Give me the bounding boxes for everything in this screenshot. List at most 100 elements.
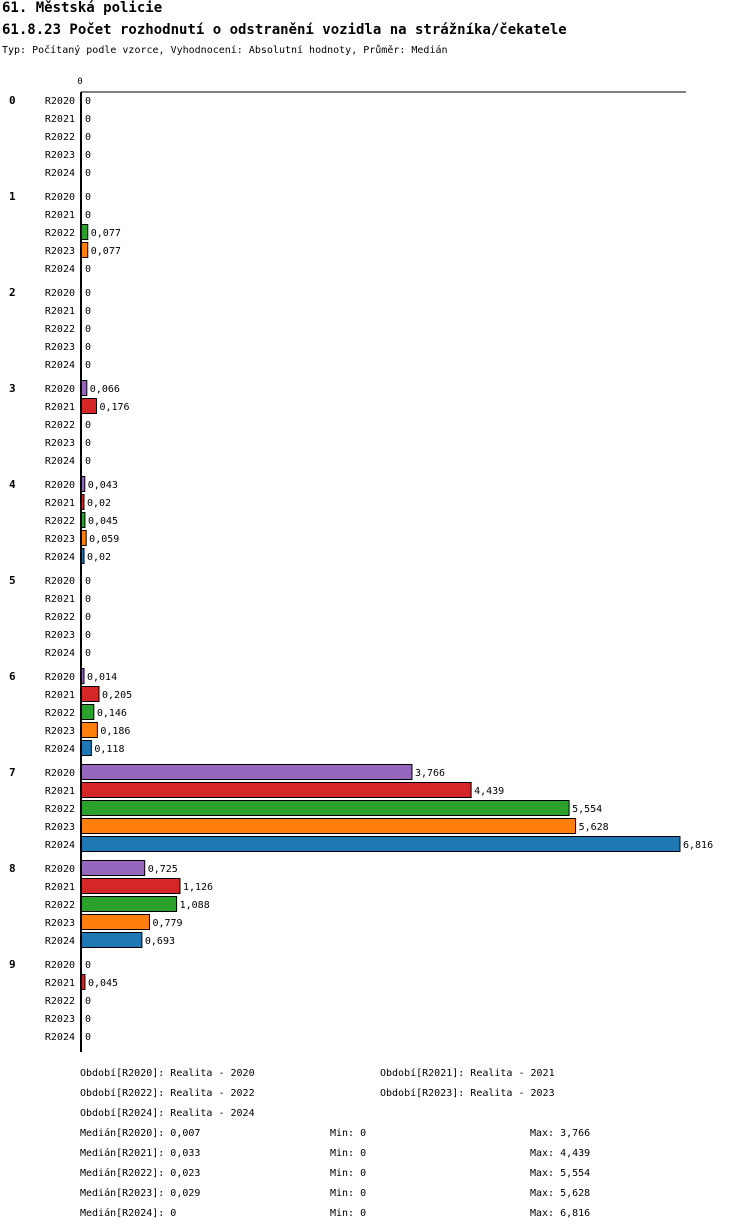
median-r2023: Medián[R2023]: 0,029: [80, 1188, 201, 1199]
bar: [80, 878, 181, 894]
series-row-label: R2021: [45, 882, 75, 893]
series-row-label: R2024: [45, 456, 75, 467]
series-row-label: R2024: [45, 936, 75, 947]
median-r2024: Medián[R2024]: 0: [80, 1208, 177, 1219]
series-row-label: R2021: [45, 114, 75, 125]
data-label: 0: [85, 576, 91, 587]
series-row-label: R2021: [45, 402, 75, 413]
bar: [80, 896, 178, 912]
bar: [80, 932, 143, 948]
x-tick-label: 0: [77, 77, 82, 87]
series-row-label: R2023: [45, 918, 75, 929]
series-row-label: R2022: [45, 996, 75, 1007]
series-row-label: R2020: [45, 768, 75, 779]
bar: [80, 704, 95, 720]
series-row-label: R2022: [45, 132, 75, 143]
series-row-label: R2023: [45, 822, 75, 833]
period-legend-r2021: Období[R2021]: Realita - 2021: [380, 1068, 555, 1079]
category-label: 6: [9, 670, 16, 683]
series-row-label: R2022: [45, 708, 75, 719]
series-row-label: R2023: [45, 726, 75, 737]
data-label: 0: [85, 630, 91, 641]
series-row-label: R2021: [45, 210, 75, 221]
series-row-label: R2020: [45, 192, 75, 203]
bar: [80, 836, 681, 852]
data-label: 0: [85, 132, 91, 143]
bar: [80, 242, 89, 258]
series-row-label: R2020: [45, 96, 75, 107]
series-row-label: R2023: [45, 1014, 75, 1025]
data-label: 0: [85, 438, 91, 449]
category-label: 0: [9, 94, 16, 107]
bar: [80, 686, 100, 702]
data-label: 0,02: [87, 552, 111, 563]
data-label: 0: [85, 192, 91, 203]
max-r2023: Max: 5,628: [530, 1188, 591, 1199]
data-label: 0: [85, 420, 91, 431]
series-row-label: R2020: [45, 576, 75, 587]
data-label: 0: [85, 648, 91, 659]
bar: [80, 914, 150, 930]
data-label: 0,059: [89, 534, 119, 545]
data-label: 0: [85, 996, 91, 1007]
category-label: 7: [9, 766, 16, 779]
data-label: 0: [85, 594, 91, 605]
median-r2020: Medián[R2020]: 0,007: [80, 1128, 201, 1139]
series-row-label: R2024: [45, 552, 75, 563]
bar: [80, 722, 98, 738]
series-row-label: R2020: [45, 672, 75, 683]
max-r2020: Max: 3,766: [530, 1128, 591, 1139]
series-row-label: R2024: [45, 360, 75, 371]
data-label: 0: [85, 264, 91, 275]
min-r2024: Min: 0: [330, 1208, 367, 1219]
series-row-label: R2022: [45, 228, 75, 239]
series-row-label: R2024: [45, 744, 75, 755]
series-row-label: R2024: [45, 168, 75, 179]
data-label: 0: [85, 150, 91, 161]
data-label: 0,725: [148, 864, 178, 875]
data-label: 0: [85, 114, 91, 125]
series-row-label: R2024: [45, 840, 75, 851]
data-label: 0: [85, 210, 91, 221]
data-label: 0,077: [91, 246, 121, 257]
max-r2024: Max: 6,816: [530, 1208, 591, 1219]
median-r2022: Medián[R2022]: 0,023: [80, 1168, 201, 1179]
series-row-label: R2023: [45, 150, 75, 161]
bar: [80, 224, 89, 240]
series-row-label: R2022: [45, 420, 75, 431]
max-r2022: Max: 5,554: [530, 1168, 591, 1179]
data-label: 4,439: [474, 786, 504, 797]
data-label: 0: [85, 324, 91, 335]
bar: [80, 740, 92, 756]
period-legend-r2020: Období[R2020]: Realita - 2020: [80, 1068, 255, 1079]
data-label: 0: [85, 96, 91, 107]
series-row-label: R2021: [45, 978, 75, 989]
series-row-label: R2024: [45, 1032, 75, 1043]
series-row-label: R2022: [45, 516, 75, 527]
min-r2023: Min: 0: [330, 1188, 367, 1199]
series-row-label: R2020: [45, 480, 75, 491]
data-label: 5,554: [572, 804, 602, 815]
data-label: 0,176: [99, 402, 129, 413]
data-label: 0,779: [152, 918, 182, 929]
data-label: 0: [85, 288, 91, 299]
series-row-label: R2022: [45, 612, 75, 623]
series-row-label: R2021: [45, 498, 75, 509]
bar: [80, 398, 97, 414]
data-label: 0: [85, 1032, 91, 1043]
data-label: 0: [85, 960, 91, 971]
min-r2022: Min: 0: [330, 1168, 367, 1179]
category-label: 1: [9, 190, 16, 203]
series-row-label: R2021: [45, 594, 75, 605]
bar: [80, 818, 577, 834]
category-label: 9: [9, 958, 16, 971]
data-label: 0,146: [97, 708, 127, 719]
data-label: 0: [85, 342, 91, 353]
data-label: 3,766: [415, 768, 445, 779]
min-r2021: Min: 0: [330, 1148, 367, 1159]
bar: [80, 782, 472, 798]
category-label: 2: [9, 286, 16, 299]
series-row-label: R2024: [45, 648, 75, 659]
series-row-label: R2020: [45, 384, 75, 395]
